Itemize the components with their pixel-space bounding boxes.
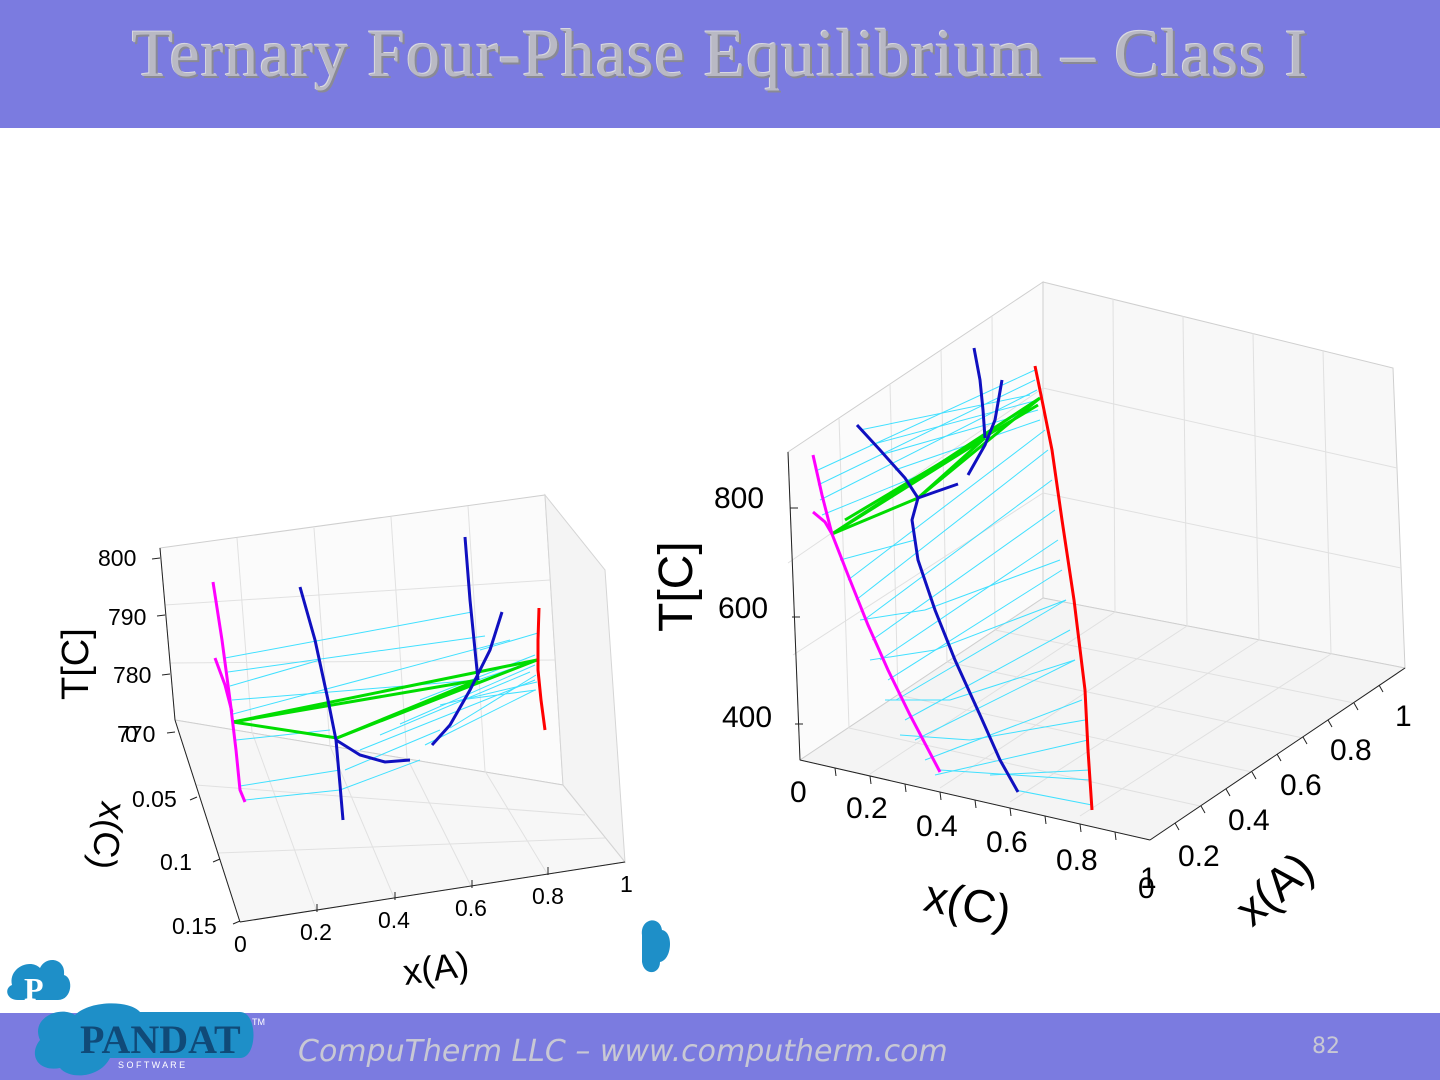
phase-curve-blue-3 xyxy=(463,536,480,681)
z-axis-label: T[C] xyxy=(55,628,97,700)
phase-curve-magenta-branch xyxy=(213,657,234,713)
z-tick-label: 780 xyxy=(113,662,151,688)
z-tick-label: 800 xyxy=(98,545,136,571)
phase-curve-red xyxy=(1033,365,1094,811)
footer-text: CompuTherm LLC – www.computherm.com xyxy=(298,1034,948,1069)
x-tick-label: 1 xyxy=(1140,862,1157,895)
x-tick-label: 0.6 xyxy=(455,895,487,921)
phase-curve-red xyxy=(536,607,547,731)
axes xyxy=(159,547,626,923)
phase-curve-blue-4 xyxy=(430,611,504,747)
title-band xyxy=(0,0,1440,128)
y-tick-label: 0.8 xyxy=(1330,734,1372,767)
y-tick-label: 0.15 xyxy=(172,913,217,939)
chart-left: 800 790 780 770 0 0.05 0.1 0.15 0 0.2 0.… xyxy=(55,493,633,993)
pandat-logo: P PANDAT TM S O F T W A R E xyxy=(7,959,265,1076)
page-number: 82 xyxy=(1312,1034,1340,1059)
y-tick-label: 0 xyxy=(1138,872,1155,905)
z-tick-label: 400 xyxy=(722,701,772,734)
y-axis-label: x(C) xyxy=(82,799,134,873)
tick-marks xyxy=(790,507,1384,841)
x-tick-label: 0.2 xyxy=(300,919,332,945)
x-tick-label: 1 xyxy=(620,871,633,897)
x-tick-label: 0 xyxy=(790,776,807,809)
y-tick-label: 0.4 xyxy=(1228,804,1270,837)
logo-tm: TM xyxy=(252,1017,265,1027)
phase-curve-blue-2 xyxy=(335,738,411,764)
logo-cloud xyxy=(34,1003,254,1076)
tick-marks xyxy=(151,557,549,925)
phase-curve-blue-3 xyxy=(972,347,987,439)
x-axis-label: x(A) xyxy=(400,943,471,993)
y-tick-label: 0.05 xyxy=(132,786,177,812)
phase-curve-blue-4 xyxy=(966,379,1004,476)
phase-curve-blue-1 xyxy=(298,586,345,821)
four-phase-plane xyxy=(232,658,538,740)
y-tick-label: 1 xyxy=(1395,700,1412,733)
z-tick-label: 790 xyxy=(108,604,146,630)
logo-letter: P xyxy=(24,971,44,1007)
phase-curve-blue-2 xyxy=(917,482,959,500)
phase-curve-magenta-branch xyxy=(812,510,834,535)
x-tick-label: 0.4 xyxy=(916,810,958,843)
x-axis-label: x(C) xyxy=(920,869,1016,938)
y-tick-label: 0 xyxy=(125,721,138,747)
chart-right: 800 600 400 0 0.2 0.4 0.6 0.8 1 0 0.2 0.… xyxy=(650,281,1412,938)
y-axis-label: x(A) xyxy=(1225,842,1323,936)
logo-wordmark: PANDAT xyxy=(80,1017,241,1062)
x-tick-label: 0.6 xyxy=(986,826,1028,859)
tie-lines xyxy=(817,369,1093,806)
y-tick-label: 0.6 xyxy=(1280,769,1322,802)
phase-curve-magenta xyxy=(811,454,942,773)
four-phase-plane xyxy=(831,396,1041,536)
grid-lines xyxy=(164,505,606,913)
y-tick-label: 0.2 xyxy=(1178,840,1220,873)
x-tick-label: 0.2 xyxy=(846,792,888,825)
x-tick-label: 0.4 xyxy=(378,907,410,933)
z-tick-label: 600 xyxy=(718,592,768,625)
z-axis-label: T[C] xyxy=(650,541,703,632)
slide-title: Ternary Four-Phase Equilibrium – Class I xyxy=(131,15,1309,91)
y-tick-label: 0.1 xyxy=(160,849,192,875)
x-tick-label: 0 xyxy=(234,931,247,957)
tie-lines xyxy=(224,611,539,801)
z-tick-label: 770 xyxy=(117,721,155,747)
z-tick-label: 800 xyxy=(714,482,764,515)
logo-subtext: S O F T W A R E xyxy=(118,1060,185,1070)
phase-curve-magenta xyxy=(211,581,247,803)
x-tick-label: 0.8 xyxy=(532,883,564,909)
phase-curve-blue-1 xyxy=(855,423,1020,793)
cloud-decoration xyxy=(641,920,671,973)
x-tick-label: 0.8 xyxy=(1056,844,1098,877)
